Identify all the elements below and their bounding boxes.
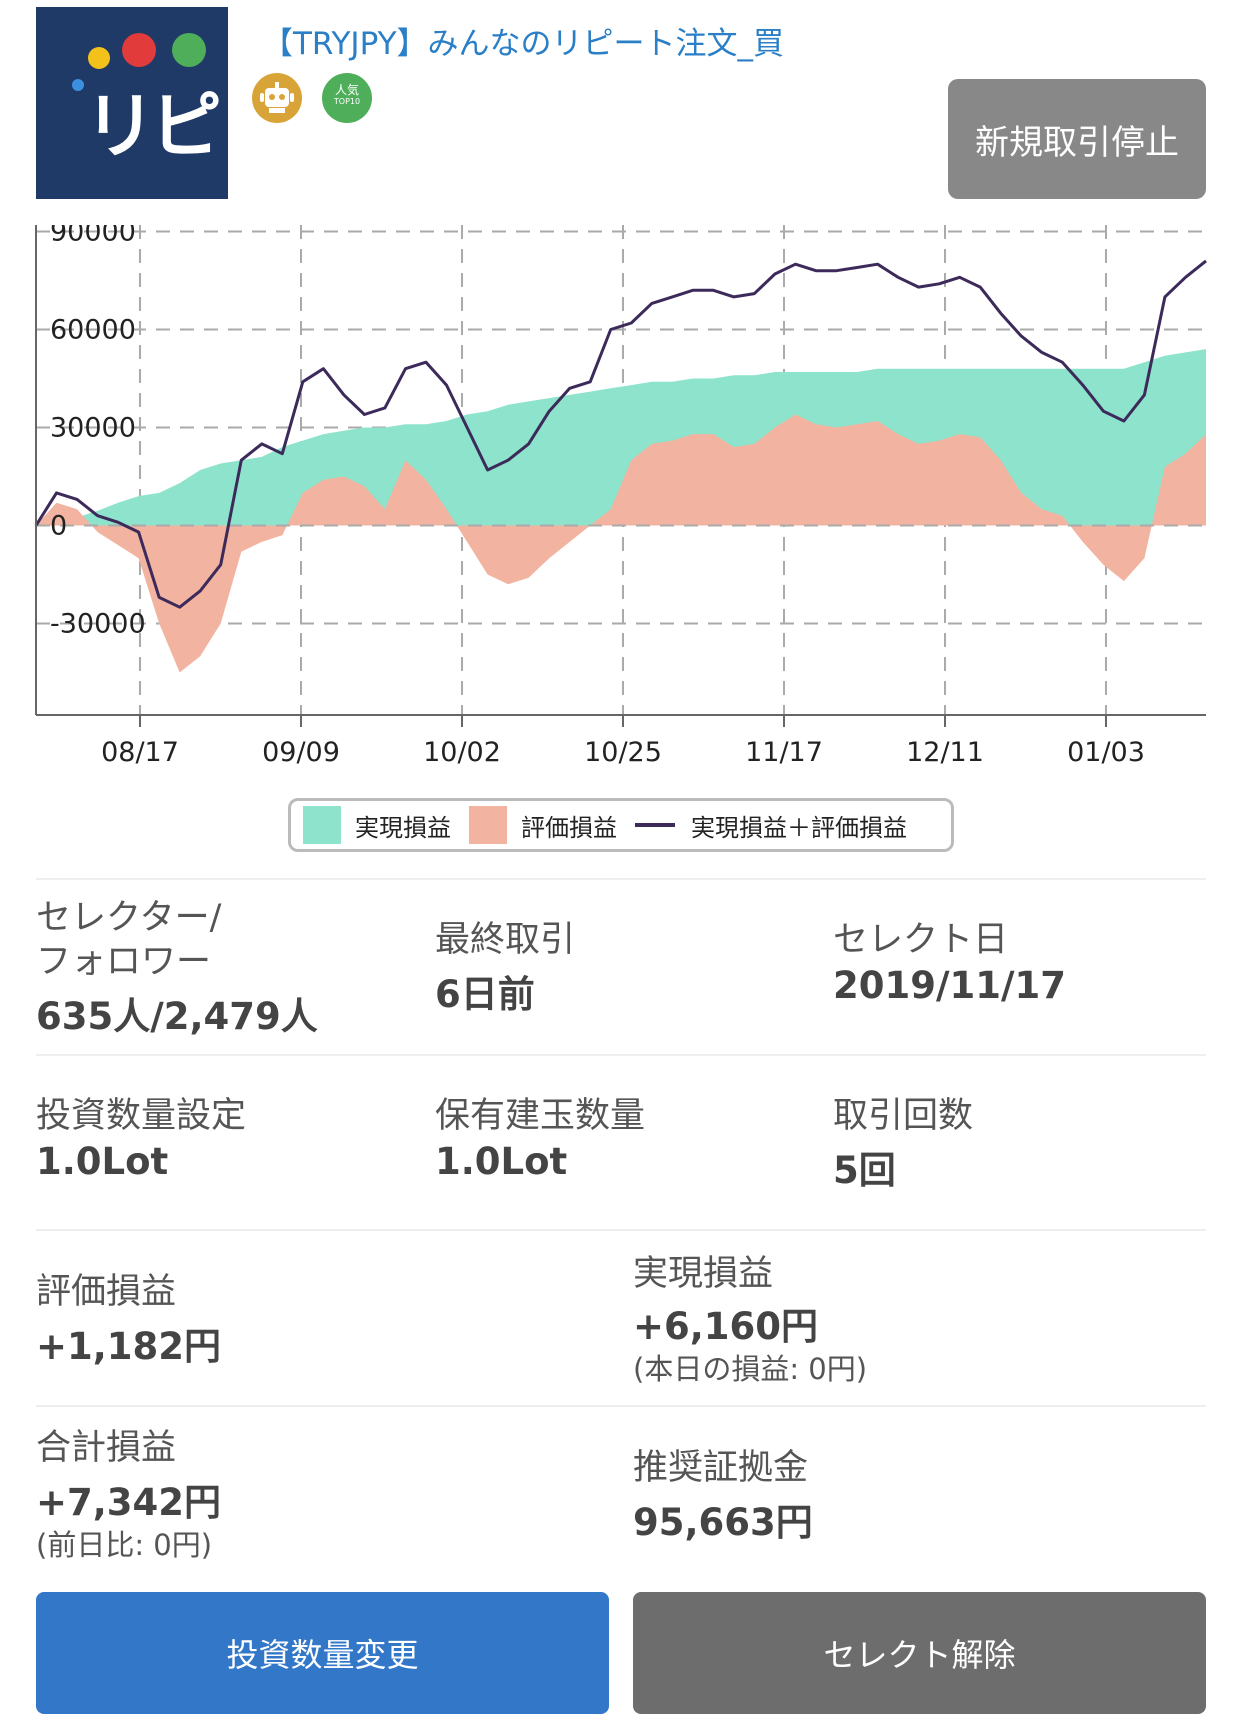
last-trade-value: 6日前 — [435, 973, 535, 1016]
recommended-margin-label: 推奨証拠金 — [633, 1448, 809, 1488]
logo-text: リピ — [84, 84, 222, 168]
total-pl-value: +7,342円 — [36, 1481, 222, 1524]
selector-value: 635人/2,479人 — [36, 995, 318, 1038]
popular-top10-badge-icon: 人気 TOP10 — [322, 73, 372, 123]
invest-qty-value: 1.0Lot — [36, 1140, 169, 1183]
x-tick-label: 11/17 — [745, 737, 823, 768]
select-date-label: セレクト日 — [833, 920, 1009, 960]
strategy-title[interactable]: 【TRYJPY】みんなのリピート注文_買 — [262, 26, 785, 62]
x-tick-label: 09/09 — [262, 737, 340, 768]
legend-item-total: 実現損益＋評価損益 — [635, 808, 907, 843]
x-tick-label: 10/02 — [423, 737, 501, 768]
y-tick-label: -30000 — [50, 609, 146, 640]
x-tick-label: 01/03 — [1067, 737, 1145, 768]
legend-swatch-realized — [303, 806, 341, 844]
legend-item-unrealized: 評価損益 — [469, 806, 617, 844]
unrealized-pl-label: 評価損益 — [36, 1272, 177, 1312]
select-date-value: 2019/11/17 — [833, 964, 1066, 1007]
stop-new-trades-button[interactable]: 新規取引停止 — [948, 79, 1206, 199]
badge-top10-text: TOP10 — [333, 97, 361, 106]
realized-today-note: (本日の損益: 0円) — [633, 1352, 868, 1386]
logo-green-dot — [172, 33, 206, 67]
total-pl-label: 合計損益 — [36, 1428, 177, 1468]
legend-label-unrealized: 評価損益 — [521, 813, 617, 842]
divider — [36, 1405, 1206, 1407]
unrealized-pl-value: +1,182円 — [36, 1325, 222, 1368]
x-tick-label: 12/11 — [906, 737, 984, 768]
legend-item-realized: 実現損益 — [303, 806, 451, 844]
divider — [36, 878, 1206, 880]
position-qty-value: 1.0Lot — [435, 1140, 568, 1183]
robot-badge-icon — [252, 73, 302, 123]
legend-label-total: 実現損益＋評価損益 — [691, 813, 907, 842]
change-quantity-button[interactable]: 投資数量変更 — [36, 1592, 609, 1714]
badge-popular-text: 人気 — [334, 83, 359, 97]
series-line-total — [34, 259, 1207, 609]
profit-chart: 90000 60000 30000 0 -30000 08/17 09/09 10/02 10/… — [34, 225, 1207, 768]
y-tick-label: 90000 — [50, 225, 136, 248]
chart-legend: 実現損益 評価損益 実現損益＋評価損益 — [288, 798, 954, 852]
legend-swatch-total — [635, 823, 675, 827]
realized-pl-label: 実現損益 — [633, 1254, 774, 1294]
selector-label-line2: フォロワー — [36, 942, 212, 982]
logo-yellow-dot — [88, 47, 110, 69]
trade-count-value: 5回 — [833, 1149, 896, 1192]
strategy-logo: リピ — [36, 7, 228, 199]
legend-swatch-unrealized — [469, 806, 507, 844]
last-trade-label: 最終取引 — [435, 920, 576, 960]
divider — [36, 1229, 1206, 1231]
realized-pl-value: +6,160円 — [633, 1305, 819, 1348]
x-tick-label: 08/17 — [101, 737, 179, 768]
legend-label-realized: 実現損益 — [355, 813, 451, 842]
series-area-unrealized — [36, 414, 1206, 673]
y-tick-label: 60000 — [50, 315, 136, 346]
recommended-margin-value: 95,663円 — [633, 1501, 813, 1544]
x-tick-label: 10/25 — [584, 737, 662, 768]
invest-qty-label: 投資数量設定 — [36, 1096, 247, 1136]
trade-count-label: 取引回数 — [833, 1096, 974, 1136]
total-prev-day-note: (前日比: 0円) — [36, 1528, 213, 1562]
logo-red-dot — [122, 33, 156, 67]
selector-label-line1: セレクター/ — [36, 898, 222, 938]
position-qty-label: 保有建玉数量 — [435, 1096, 646, 1136]
y-tick-label: 30000 — [50, 413, 136, 444]
divider — [36, 1054, 1206, 1056]
y-tick-label: 0 — [50, 511, 67, 542]
logo-blue-dot — [72, 79, 84, 91]
unselect-button[interactable]: セレクト解除 — [633, 1592, 1206, 1714]
